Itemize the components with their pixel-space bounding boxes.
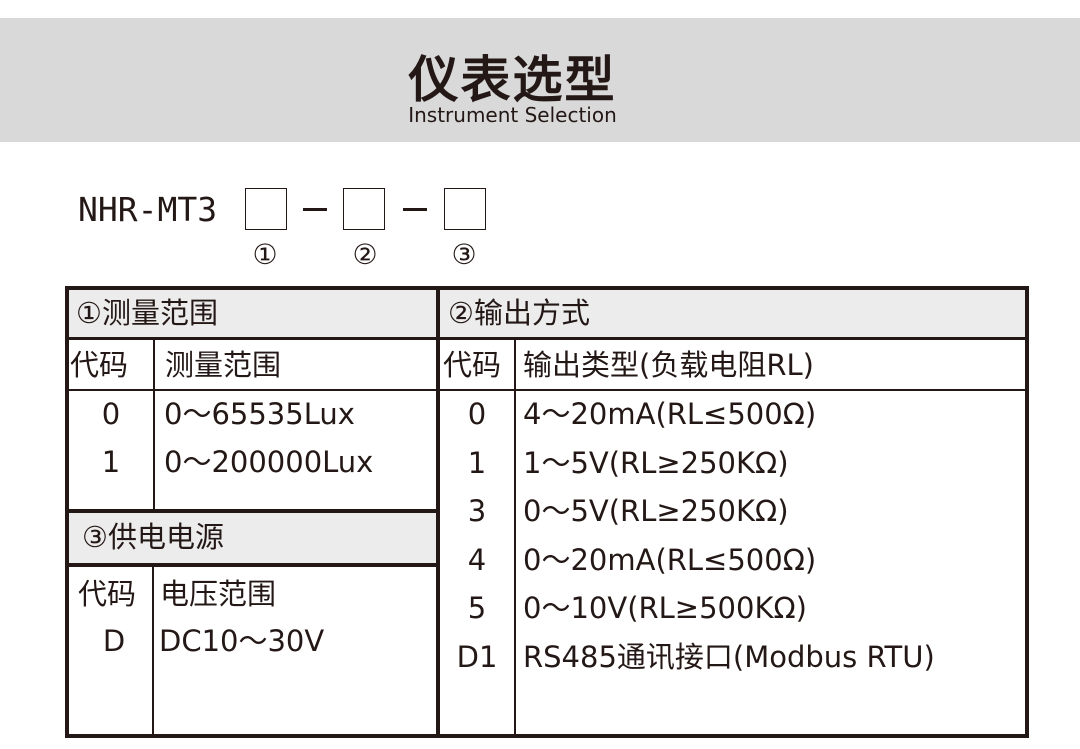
output-code: 1	[467, 445, 487, 480]
output-value: RS485通讯接口(Modbus RTU)	[523, 639, 935, 674]
power-code: D	[102, 624, 126, 658]
measure-code: 0	[101, 397, 121, 431]
measure-col-value: 测量范围	[165, 348, 282, 382]
measure-code: 1	[101, 445, 121, 479]
measure-value: 0～200000Lux	[164, 445, 374, 479]
border	[153, 338, 155, 511]
output-section-title: ②输出方式	[440, 289, 1026, 338]
power-col-value: 电压范围	[160, 577, 277, 611]
output-value: 4～20mA(RL≤500Ω)	[523, 397, 817, 431]
power-section-title: ③供电电源	[68, 513, 437, 564]
marker-1: ①	[252, 238, 278, 271]
power-col-code: 代码	[78, 577, 137, 611]
output-value: 0～20mA(RL≤500Ω)	[523, 542, 817, 577]
border	[1025, 286, 1029, 738]
model-slot-1	[245, 188, 287, 230]
page-subtitle: Instrument Selection	[408, 103, 617, 127]
border	[65, 389, 1029, 391]
border	[65, 286, 1029, 290]
output-value: 1～5V(RL≥250KΩ)	[523, 445, 789, 480]
output-code: 0	[467, 397, 487, 431]
marker-2: ②	[352, 238, 378, 271]
measure-col-code: 代码	[70, 348, 129, 382]
page-title: 仪表选型	[408, 51, 617, 109]
output-col-code: 代码	[443, 348, 502, 382]
border	[65, 509, 440, 513]
output-value: 0～5V(RL≥250KΩ)	[523, 494, 789, 528]
measure-value: 0～65535Lux	[164, 397, 355, 431]
measure-section-title: ①测量范围	[68, 289, 437, 338]
border	[65, 563, 440, 567]
dash	[403, 208, 427, 211]
border	[65, 734, 1029, 738]
marker-3: ③	[451, 238, 477, 271]
border	[152, 565, 154, 736]
model-slot-3	[444, 188, 486, 230]
output-col-value: 输出类型(负载电阻RL)	[523, 348, 814, 382]
model-prefix: NHR-MT3	[78, 190, 218, 229]
output-code: 3	[467, 494, 487, 528]
output-value: 0～10V(RL≥500KΩ)	[523, 591, 807, 625]
output-code: D1	[456, 639, 498, 674]
border	[514, 338, 516, 736]
model-slot-2	[343, 188, 385, 230]
output-code: 5	[467, 591, 487, 625]
header-band	[0, 18, 1080, 142]
border	[65, 337, 1029, 340]
dash	[303, 208, 327, 211]
power-value: DC10～30V	[159, 624, 325, 658]
output-code: 4	[467, 542, 487, 577]
